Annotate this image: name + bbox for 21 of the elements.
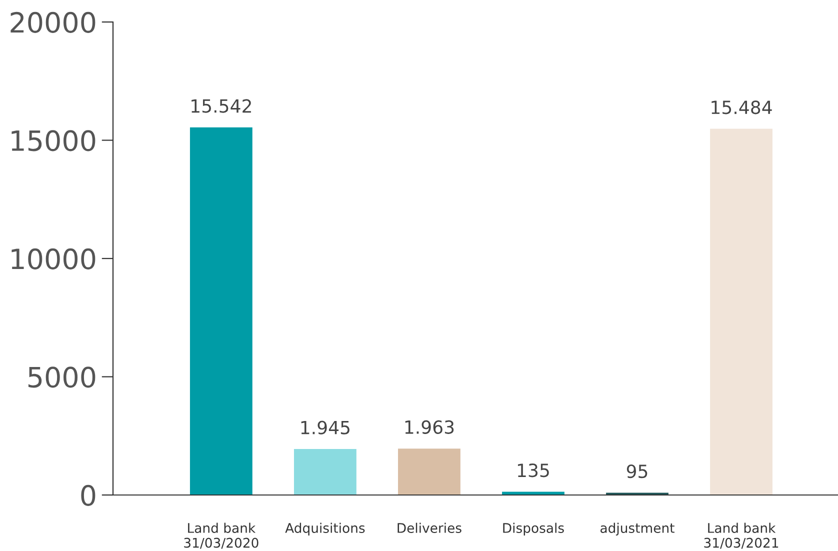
x-tick-label: Disposals bbox=[503, 522, 564, 536]
x-tick-label: Deliveries bbox=[398, 522, 462, 533]
data-label: 15.542 bbox=[192, 99, 251, 113]
x-tick-label: Land bank 31/03/2020 bbox=[184, 522, 258, 549]
bar bbox=[398, 448, 460, 495]
x-tick-label: adjustment bbox=[600, 522, 674, 536]
bar bbox=[710, 128, 772, 495]
data-label: 1.963 bbox=[405, 420, 454, 434]
data-label: 1.945 bbox=[301, 420, 350, 434]
data-label: 95 bbox=[626, 464, 648, 478]
y-tick-label: 20000 bbox=[10, 12, 96, 33]
y-tick-label: 10000 bbox=[12, 248, 96, 270]
data-label: 135 bbox=[518, 464, 549, 478]
bar bbox=[294, 449, 356, 495]
data-label: 15.484 bbox=[712, 100, 772, 114]
y-tick-label: 15000 bbox=[12, 130, 96, 152]
x-tick-label: Land bank 31/03/2021 bbox=[704, 522, 778, 549]
x-tick-label: Adquisitions bbox=[285, 522, 365, 536]
y-tick-label: 5000 bbox=[28, 366, 96, 388]
y-tick-label: 0 bbox=[81, 484, 96, 506]
bar bbox=[190, 127, 252, 495]
